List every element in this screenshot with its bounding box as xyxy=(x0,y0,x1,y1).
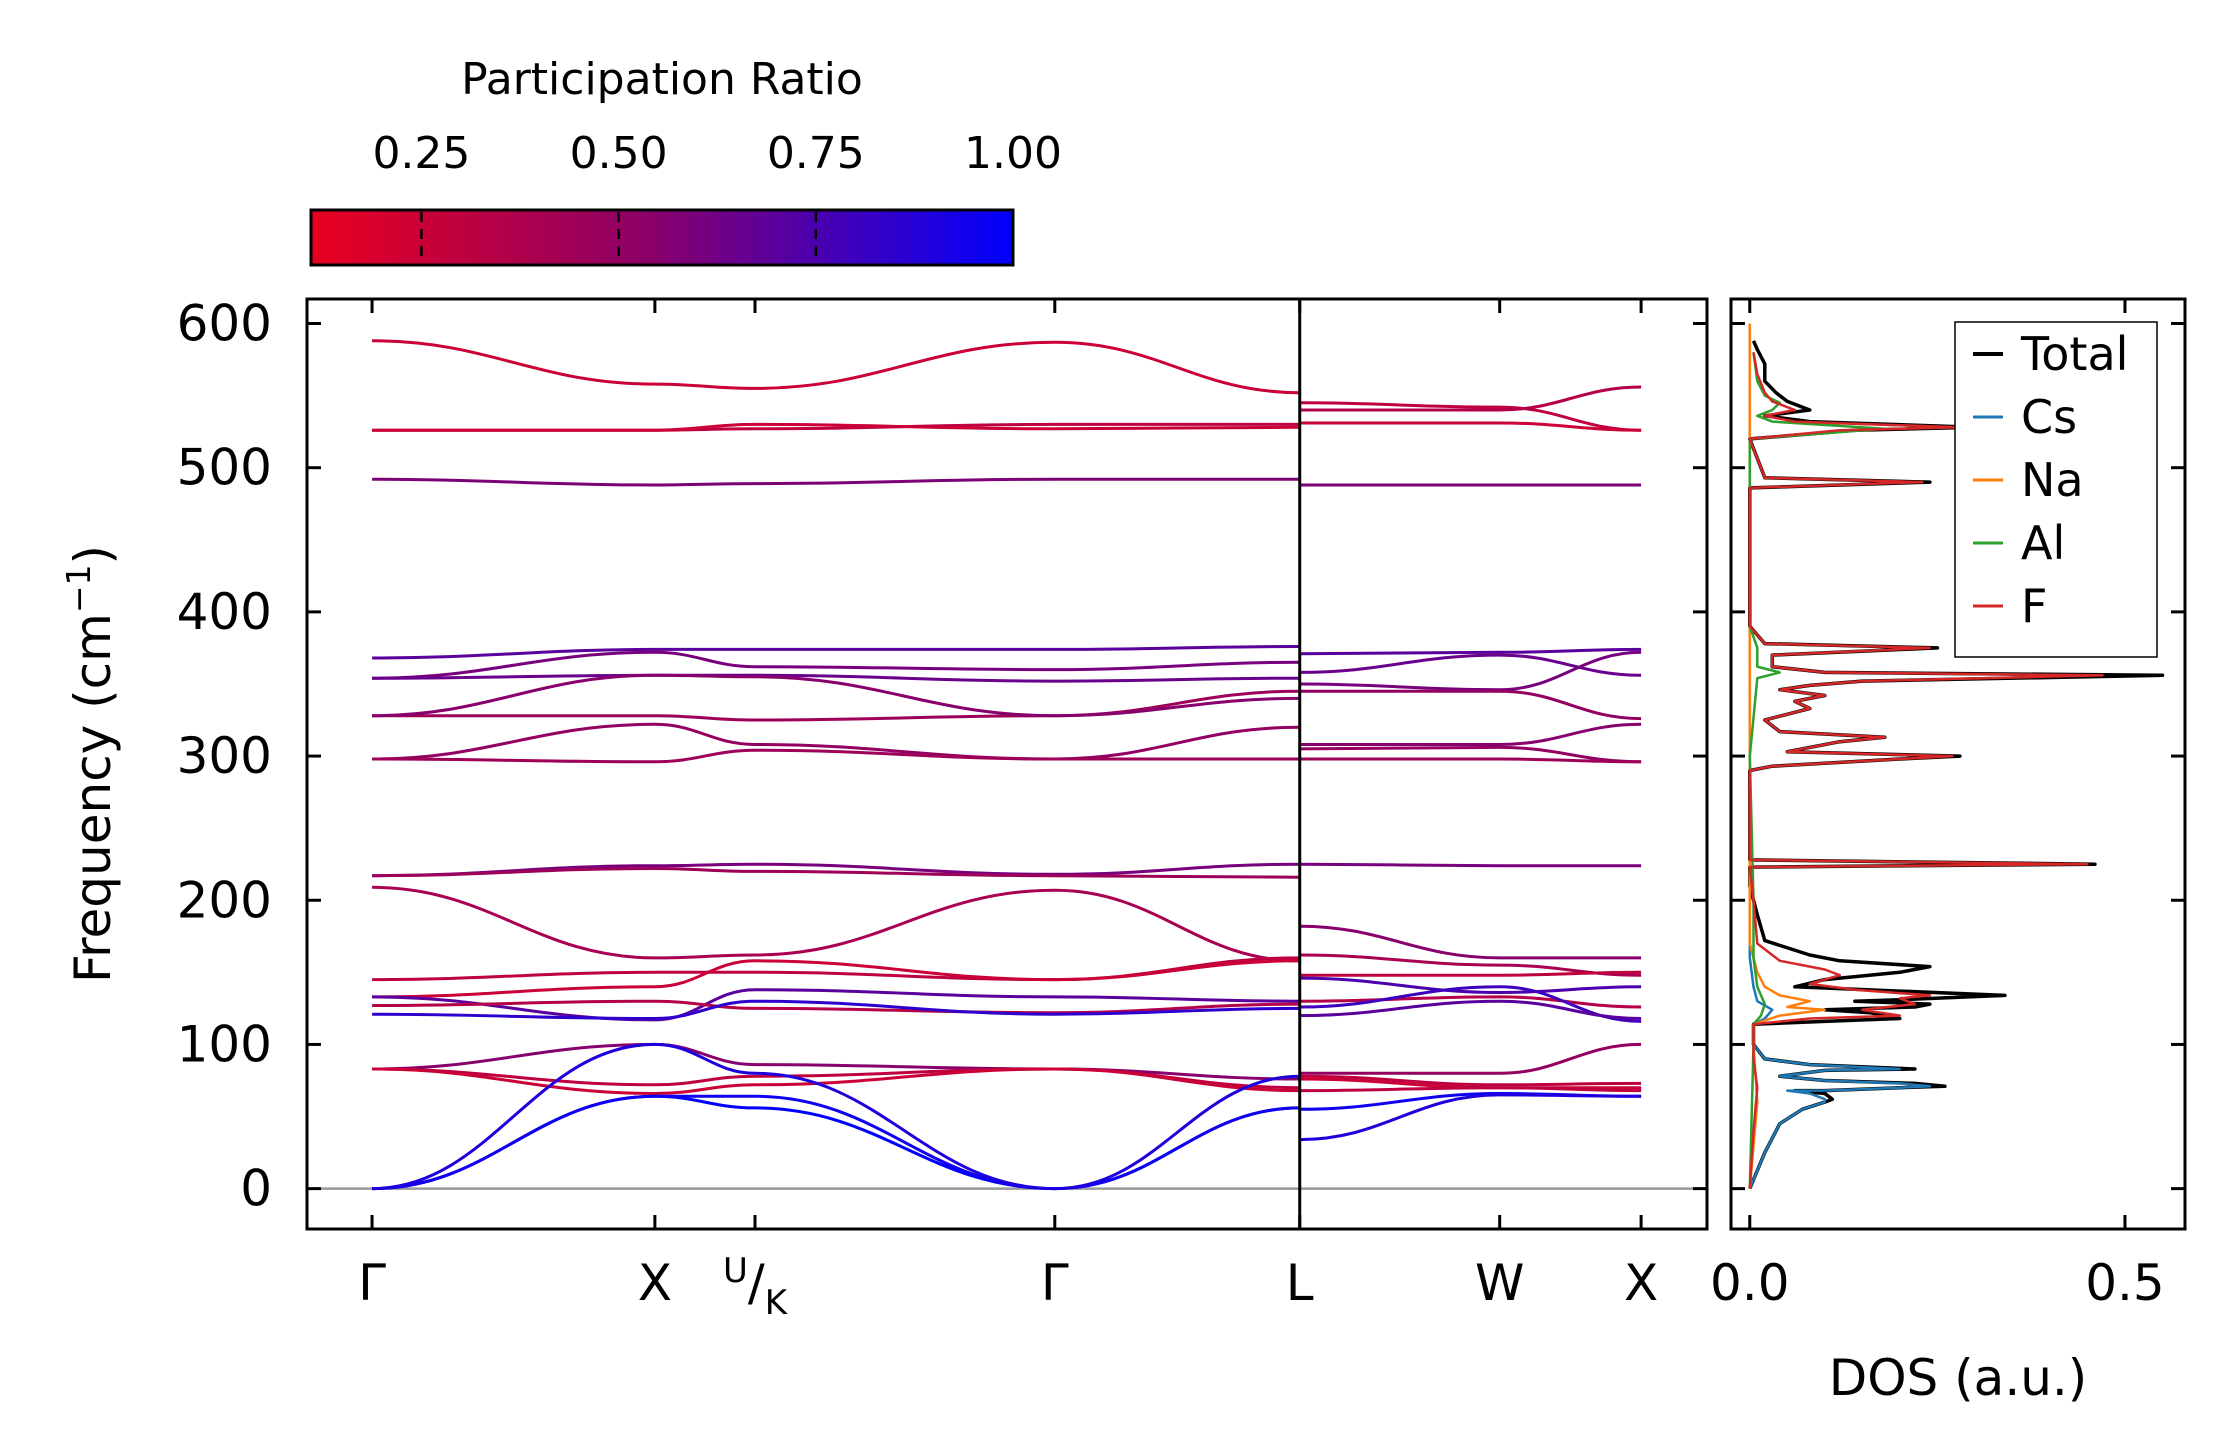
phonon-band xyxy=(372,1042,1300,1081)
y-tick-label: 400 xyxy=(177,583,272,641)
k-point-label: Γ xyxy=(1041,1254,1069,1312)
dos-curve-cs xyxy=(1748,323,1932,1190)
colorbar-title: Participation Ratio xyxy=(461,54,863,105)
phonon-band xyxy=(1299,970,1642,977)
k-point-label: X xyxy=(1624,1254,1658,1312)
phonon-band xyxy=(372,748,1300,764)
phonon-band xyxy=(372,1094,1300,1191)
y-tick-label: 600 xyxy=(177,295,272,353)
dos-tick-label: 0.5 xyxy=(2085,1254,2165,1312)
dos-curve-f xyxy=(1748,352,2104,1189)
legend-label: F xyxy=(2021,579,2047,633)
k-point-label: L xyxy=(1286,1254,1314,1312)
phonon-band xyxy=(372,866,1300,879)
phonon-band xyxy=(372,477,1300,487)
y-axis-label-end: ) xyxy=(64,545,122,565)
phonon-band xyxy=(372,959,1300,999)
y-axis-label-base: Frequency (cm xyxy=(64,613,122,983)
band-structure-panel: 0 100 200 300 400 500 600 Γ X U/K Γ L W X Frequency … xyxy=(59,295,2185,1323)
phonon-band xyxy=(372,689,1300,722)
phonon-band xyxy=(1299,647,1642,656)
dos-panel: 0.0 0.5 DOS (a.u.) Total Cs Na Al F xyxy=(1710,297,2187,1407)
dos-x-axis-label: DOS (a.u.) xyxy=(1829,1349,2088,1407)
phonon-band xyxy=(1299,757,1642,764)
colorbar-tick-label: 0.75 xyxy=(767,128,865,179)
k-path-labels: Γ X U/K Γ L W X xyxy=(358,299,1658,1323)
phonon-band xyxy=(372,650,1300,680)
phonon-band xyxy=(1299,999,1642,1020)
dos-curve-na xyxy=(1748,323,1827,1189)
phonon-band xyxy=(1299,995,1642,1009)
phonon-band xyxy=(372,339,1300,395)
phonon-band xyxy=(1299,401,1642,432)
k-point-label: X xyxy=(638,1254,672,1312)
phonon-band xyxy=(1299,385,1642,412)
phonon-band xyxy=(372,1042,1300,1191)
y-axis-ticks: 0 100 200 300 400 500 600 xyxy=(177,295,2185,1218)
phonon-band xyxy=(372,673,1300,683)
colorbar-ticks: 0.25 0.50 0.75 1.00 xyxy=(372,128,1062,263)
y-tick-label: 300 xyxy=(177,727,272,785)
band-axes-frame xyxy=(305,297,1709,1231)
legend-label: Al xyxy=(2021,516,2065,570)
dos-axes-frame xyxy=(1729,297,2187,1231)
colorbar: Participation Ratio 0.25 0.50 0.75 1.00 xyxy=(309,54,1062,267)
colorbar-tick-label: 1.00 xyxy=(964,128,1062,179)
colorbar-tick-label: 0.25 xyxy=(372,128,470,179)
phonon-band xyxy=(372,988,1300,1022)
phonon-band xyxy=(372,422,1300,432)
legend-label: Cs xyxy=(2021,390,2077,444)
y-tick-label: 0 xyxy=(240,1160,272,1218)
colorbar-tick-label: 0.50 xyxy=(570,128,668,179)
dos-curves xyxy=(1748,323,2165,1190)
dos-tick-label: 0.0 xyxy=(1710,1254,1790,1312)
colorbar-gradient xyxy=(309,208,1015,267)
phonon-band xyxy=(372,673,1300,718)
phonon-band xyxy=(372,999,1300,1021)
phonon-band xyxy=(1299,862,1642,868)
phonon-band xyxy=(1299,924,1642,960)
phonon-band xyxy=(1299,976,1642,995)
phonon-bands xyxy=(372,339,1642,1191)
dos-curve-al xyxy=(1748,352,1887,1189)
phonon-band xyxy=(1299,1086,1642,1093)
k-point-label: U/K xyxy=(723,1251,789,1323)
y-axis-label: Frequency (cm−1) xyxy=(59,545,122,983)
phonon-band xyxy=(1299,653,1642,677)
phonon-band xyxy=(372,956,1300,982)
phonon-band xyxy=(372,645,1300,660)
dos-axis-ticks: 0.0 0.5 xyxy=(1710,299,2165,1312)
phonon-band xyxy=(1299,985,1642,1023)
phonon-band xyxy=(1299,722,1642,747)
dos-legend: Total Cs Na Al F xyxy=(1954,321,2158,658)
phonon-band xyxy=(1299,1042,1642,1075)
phonon-band xyxy=(1299,1093,1642,1142)
phonon-band xyxy=(1299,745,1642,764)
phonon-band xyxy=(372,722,1300,761)
y-tick-label: 500 xyxy=(177,439,272,497)
y-tick-label: 200 xyxy=(177,871,272,929)
phonon-band xyxy=(1299,421,1642,432)
k-point-label: Γ xyxy=(358,1254,386,1312)
k-point-label: W xyxy=(1475,1254,1524,1312)
phonon-band xyxy=(372,862,1300,878)
legend-label: Na xyxy=(2021,453,2084,507)
legend-box xyxy=(1954,321,2158,658)
y-axis-label-exponent: −1 xyxy=(59,564,98,613)
legend-label: Total xyxy=(2020,327,2128,381)
phonon-band xyxy=(372,885,1300,963)
phonon-band xyxy=(1299,1074,1642,1087)
phonon-band xyxy=(1299,689,1642,721)
phonon-band xyxy=(372,1067,1300,1096)
phonon-band xyxy=(372,999,1300,1015)
y-tick-label: 100 xyxy=(177,1015,272,1073)
